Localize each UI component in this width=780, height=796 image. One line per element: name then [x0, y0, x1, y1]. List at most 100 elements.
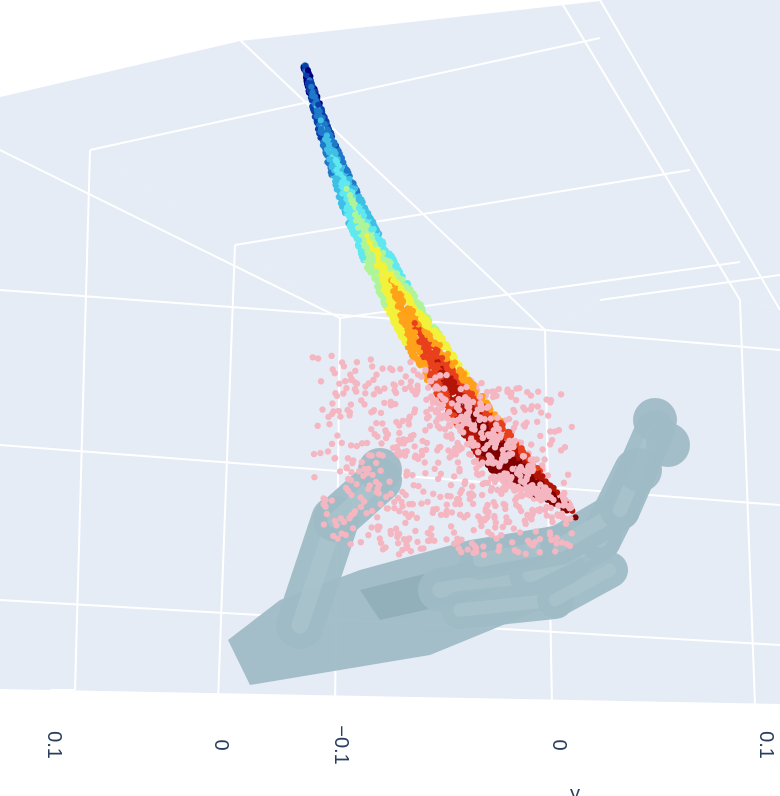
pink-point	[382, 544, 389, 551]
pink-point	[452, 500, 459, 508]
pink-point	[479, 470, 486, 477]
pink-point	[518, 486, 525, 493]
jet-point	[449, 354, 456, 361]
jet-point	[346, 175, 353, 182]
pink-point	[335, 407, 342, 415]
jet-point	[353, 217, 360, 224]
pink-point	[462, 478, 469, 485]
pink-point	[546, 531, 554, 538]
pink-point	[407, 378, 415, 385]
pink-point	[557, 391, 565, 398]
jet-point	[434, 347, 441, 354]
pink-point	[382, 429, 390, 436]
pink-point	[476, 462, 483, 469]
pink-point	[342, 378, 349, 385]
pink-point	[516, 384, 523, 392]
pink-point	[448, 509, 456, 516]
pink-point	[365, 531, 372, 539]
pink-point	[400, 536, 408, 543]
pink-point	[353, 481, 360, 488]
jet-point	[356, 193, 363, 200]
pink-point	[423, 439, 431, 447]
pink-point	[510, 439, 517, 446]
grid-line	[599, 274, 780, 301]
pink-point	[454, 535, 461, 542]
pink-point	[527, 515, 534, 522]
pink-point	[470, 492, 477, 499]
pink-point	[451, 473, 458, 480]
pink-point	[558, 510, 566, 517]
pink-point	[357, 503, 365, 511]
pink-point	[469, 483, 476, 490]
pink-point	[475, 449, 482, 456]
pink-point	[509, 539, 516, 546]
jet-point	[424, 321, 431, 328]
pink-point	[494, 486, 501, 494]
pink-point	[531, 538, 539, 546]
pink-point	[460, 429, 467, 436]
jet-point	[391, 320, 398, 327]
pink-point	[376, 535, 383, 542]
pink-point	[553, 534, 560, 542]
pink-point	[349, 525, 357, 532]
jet-point	[393, 279, 400, 286]
pink-point	[353, 359, 361, 366]
pink-point	[484, 431, 492, 438]
pink-point	[548, 514, 555, 521]
pink-point	[441, 385, 448, 392]
jet-point	[316, 108, 323, 115]
grid-line	[559, 0, 741, 301]
pink-point	[496, 463, 503, 470]
pink-point	[405, 421, 413, 428]
pink-point	[480, 543, 487, 550]
pink-point	[392, 525, 400, 532]
pink-point	[328, 440, 336, 447]
pink-point	[544, 490, 552, 497]
jet-point	[385, 291, 392, 298]
pink-point	[479, 480, 486, 488]
jet-point	[343, 167, 350, 174]
pink-point	[499, 523, 506, 531]
jet-point	[411, 320, 418, 327]
pink-point	[437, 493, 444, 501]
pink-point	[326, 421, 333, 428]
pink-point	[520, 453, 528, 460]
pink-point	[478, 491, 486, 499]
pink-point	[528, 403, 536, 410]
pink-point	[534, 418, 541, 425]
pink-point	[440, 395, 447, 402]
pink-point	[338, 530, 345, 537]
pink-point	[517, 491, 524, 498]
pink-point	[502, 457, 509, 464]
pink-point	[337, 515, 344, 522]
pink-point	[353, 442, 360, 450]
pink-point	[536, 548, 543, 556]
pink-point	[322, 503, 329, 510]
jet-point	[380, 256, 387, 263]
pink-point	[513, 501, 520, 509]
jet-point	[398, 295, 405, 302]
pink-point	[487, 487, 495, 494]
jet-point	[421, 341, 428, 348]
pink-point	[439, 401, 447, 408]
jet-point	[363, 244, 370, 251]
jet-point	[450, 383, 458, 390]
jet-point	[407, 296, 414, 303]
jet-point	[370, 219, 377, 227]
pink-point	[375, 451, 383, 458]
pink-point	[370, 391, 378, 398]
pink-point	[401, 385, 409, 393]
pink-point	[379, 365, 386, 372]
pink-point	[453, 496, 461, 503]
pink-point	[479, 434, 487, 441]
pink-point	[536, 535, 544, 543]
pink-point	[432, 385, 439, 392]
pink-point	[481, 416, 488, 423]
jet-point	[360, 254, 367, 261]
pink-point	[532, 528, 539, 535]
pink-point	[543, 512, 550, 519]
pink-point	[437, 511, 445, 518]
pink-point	[435, 444, 443, 451]
pink-point	[447, 493, 454, 500]
